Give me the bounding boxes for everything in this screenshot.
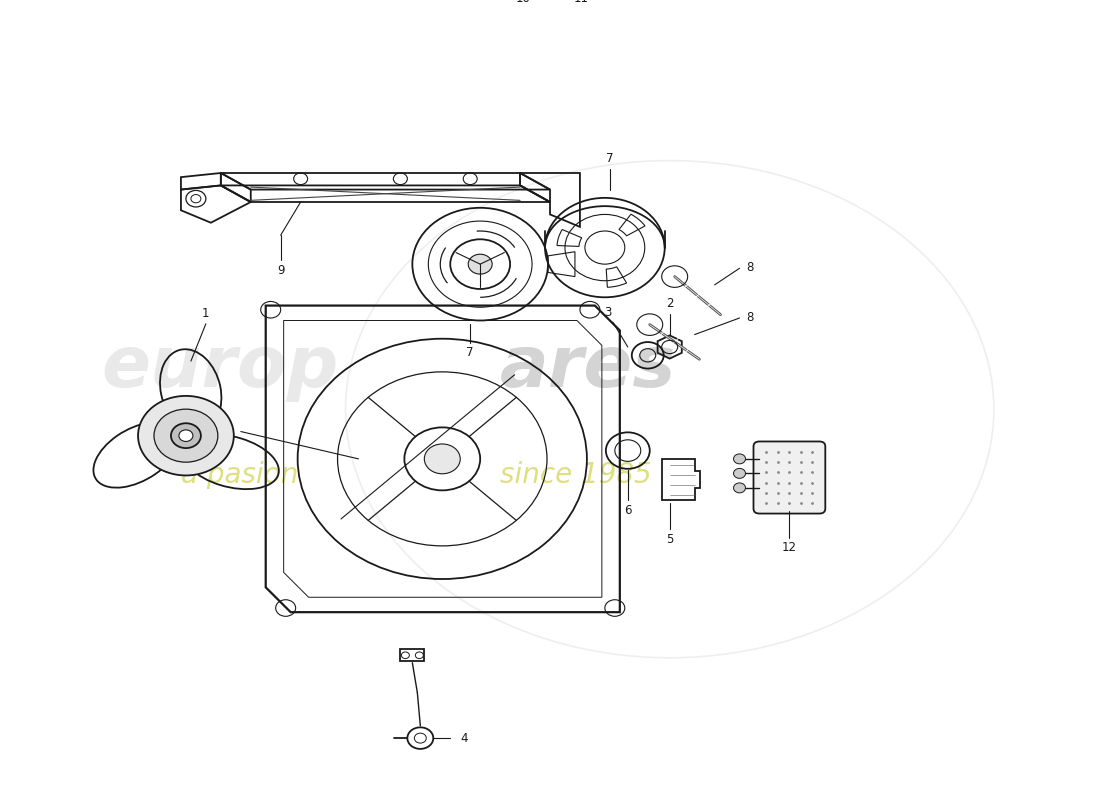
FancyBboxPatch shape [754,442,825,514]
Circle shape [179,430,192,442]
Text: 7: 7 [466,346,474,359]
Text: 11: 11 [573,0,588,5]
Text: 5: 5 [666,533,673,546]
Text: europ: europ [101,334,339,402]
Text: 4: 4 [460,732,467,745]
Text: 7: 7 [606,153,614,166]
Circle shape [425,444,460,474]
Text: since 1985: since 1985 [500,462,652,490]
Circle shape [138,396,234,475]
Circle shape [734,469,746,478]
Circle shape [154,409,218,462]
Text: 8: 8 [746,261,754,274]
Text: 10: 10 [516,0,530,5]
Text: 9: 9 [277,264,285,278]
Circle shape [734,483,746,493]
Text: 8: 8 [746,310,754,324]
Circle shape [469,254,492,274]
Text: a pasion: a pasion [180,462,298,490]
Text: 3: 3 [604,306,612,318]
Text: 1: 1 [202,306,210,319]
Text: 6: 6 [624,504,631,517]
Text: ares: ares [500,334,676,402]
Circle shape [170,423,201,448]
Text: 2: 2 [666,298,673,310]
Text: 12: 12 [782,541,796,554]
Circle shape [734,454,746,464]
